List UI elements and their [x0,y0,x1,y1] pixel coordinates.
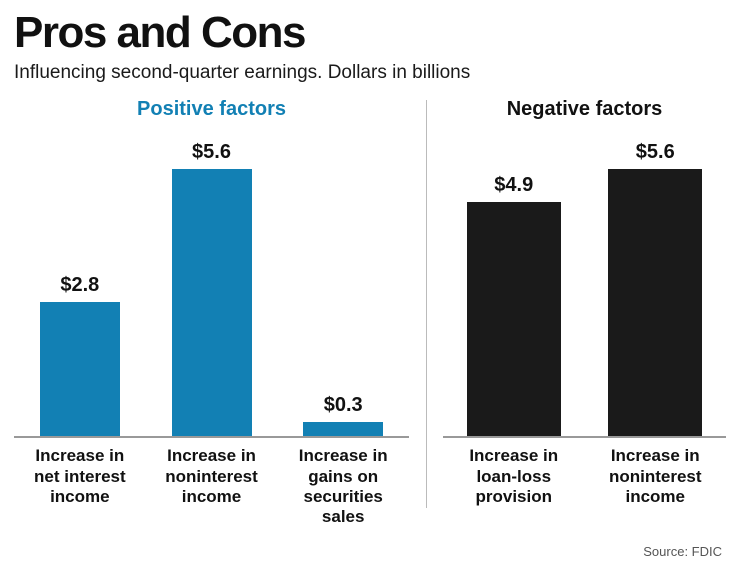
bar-value-label: $2.8 [60,274,100,297]
charts-row: Positive factors $2.8 $5.6 $0.3 Increase i… [0,84,740,528]
positive-factors-panel: Positive factors $2.8 $5.6 $0.3 Increase i… [14,98,410,528]
negative-factors-panel: Negative factors $4.9 $5.6 Increase in lo… [443,98,726,528]
bar-group: $5.6 [146,141,278,437]
category-label: Increase in gains on securities sales [298,446,388,527]
bar-value-label: $4.9 [494,174,534,197]
panel-divider [426,100,427,508]
negative-category-labels: Increase in loan-loss provision Increase … [443,438,726,507]
bar [39,302,120,437]
positive-bars-area: $2.8 $5.6 $0.3 [14,126,410,439]
bar-value-label: $0.3 [323,394,363,417]
bar [303,422,384,437]
figure-header: Pros and Cons Influencing second-quarter… [0,0,740,84]
bar-group: $0.3 [277,394,409,437]
bar [171,169,252,437]
category-label: Increase in noninterest income [165,446,258,506]
positive-category-labels: Increase in net interest income Increase … [14,438,409,528]
bar [608,169,703,437]
category-label: Increase in loan-loss provision [469,446,559,506]
category-label: Increase in net interest income [34,446,126,506]
bar [466,202,561,437]
source-credit: Source: FDIC [643,544,722,559]
bar-group: $2.8 [14,274,146,437]
bar-group: $5.6 [585,141,727,437]
page-title: Pros and Cons [14,8,307,57]
bar-value-label: $5.6 [192,141,231,164]
bar-group: $4.9 [443,174,585,437]
bar-value-label: $5.6 [635,141,675,164]
figure-subtitle: Influencing second-quarter earnings. Dol… [14,62,471,84]
positive-factors-title: Positive factors [137,98,286,121]
negative-bars-area: $4.9 $5.6 [443,126,727,439]
category-label: Increase in noninterest income [608,446,702,506]
negative-factors-title: Negative factors [506,98,663,121]
